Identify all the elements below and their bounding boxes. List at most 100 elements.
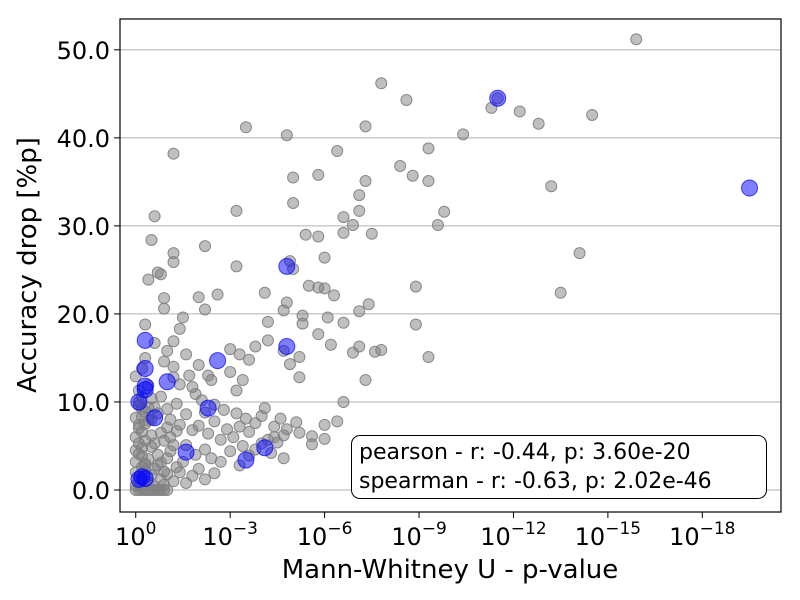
gray-point (312, 168, 325, 181)
gray-point (167, 147, 180, 160)
gray-point (139, 457, 152, 470)
gray-point (198, 303, 211, 316)
gray-point (202, 427, 215, 440)
gray-point (176, 311, 189, 324)
gray-point (230, 260, 243, 273)
gray-point (573, 247, 586, 260)
gray-point (224, 343, 237, 356)
gray-point (192, 358, 205, 371)
gray-point (331, 145, 344, 158)
gray-point (299, 228, 312, 241)
blue-point (158, 373, 176, 391)
gray-point (170, 425, 183, 438)
gray-point (318, 418, 331, 431)
gray-point (346, 219, 359, 232)
gray-point (293, 371, 306, 384)
gray-point (353, 204, 366, 217)
x-tick-label: 10−6 (297, 519, 353, 551)
gray-point (158, 355, 171, 368)
gray-point (261, 334, 274, 347)
gray-point (170, 397, 183, 410)
gray-point (221, 423, 234, 436)
gray-point (224, 445, 237, 458)
gray-point (328, 289, 341, 302)
gray-point (277, 304, 290, 317)
gray-point (230, 407, 243, 420)
gray-point (532, 117, 545, 130)
blue-point (278, 337, 296, 355)
gray-point (167, 439, 180, 452)
gray-point (337, 395, 350, 408)
gray-point (167, 475, 180, 488)
x-tick-label: 10−3 (202, 519, 258, 551)
gray-point (148, 210, 161, 223)
gray-point (318, 282, 331, 295)
gray-point (457, 128, 470, 141)
gray-point (142, 273, 155, 286)
gray-point (173, 466, 186, 479)
gray-point (161, 483, 174, 496)
gray-point (261, 315, 274, 328)
blue-point (489, 89, 507, 107)
x-tick-label: 10−15 (575, 519, 641, 551)
gray-point (136, 441, 149, 454)
y-axis-title: Accuracy drop [%p] (13, 137, 43, 393)
gray-point (337, 316, 350, 329)
gray-point (233, 348, 246, 361)
y-tick-label: 0.0 (72, 477, 110, 505)
y-tick-label: 10.0 (57, 389, 110, 417)
gray-point (158, 292, 171, 305)
gray-point (214, 433, 227, 446)
gray-point (202, 369, 215, 382)
gray-point (139, 318, 152, 331)
gray-point (198, 473, 211, 486)
gray-point (422, 174, 435, 187)
x-tick-label: 10−12 (480, 519, 546, 551)
blue-point (278, 257, 296, 275)
gray-point (167, 255, 180, 268)
gray-point (208, 415, 221, 428)
gray-point (224, 366, 237, 379)
gray-point (318, 432, 331, 445)
gray-point (586, 108, 599, 121)
gray-point (331, 415, 344, 428)
gray-point (173, 378, 186, 391)
gray-point (167, 360, 180, 373)
blue-point (741, 179, 759, 197)
x-tick-label: 10−9 (391, 519, 447, 551)
gray-point (394, 160, 407, 173)
gray-point (324, 338, 337, 351)
gray-point (161, 344, 174, 357)
gray-point (296, 317, 309, 330)
blue-point (209, 352, 227, 370)
pearson-stat: pearson - r: -0.44, p: 3.60e-20 (359, 440, 691, 465)
x-axis-ticks: 100 10−3 10−6 10−9 10−12 10−15 10−18 (115, 512, 736, 551)
gray-point (359, 120, 372, 133)
y-tick-label: 30.0 (57, 213, 110, 241)
gray-point (151, 459, 164, 472)
gray-point (306, 438, 319, 451)
gray-point (346, 346, 359, 359)
gray-point (362, 298, 375, 311)
gray-point (287, 196, 300, 209)
gray-point (192, 291, 205, 304)
gray-point (438, 205, 451, 218)
blue-point (256, 439, 274, 457)
correlation-stats-box: pearson - r: -0.44, p: 3.60e-20 spearman… (351, 435, 767, 499)
blue-point (136, 470, 154, 488)
gray-point (513, 105, 526, 118)
gray-point (337, 211, 350, 224)
gray-point (198, 443, 211, 456)
gray-point (318, 251, 331, 264)
gray-point (431, 219, 444, 232)
gray-point (359, 373, 372, 386)
gray-point (287, 171, 300, 184)
y-axis-ticks: 0.0 10.0 20.0 30.0 40.0 50.0 (57, 37, 120, 505)
gray-point (290, 416, 303, 429)
gray-point (205, 452, 218, 465)
y-tick-label: 20.0 (57, 301, 110, 329)
gray-point (274, 412, 287, 425)
gray-point (255, 410, 268, 423)
gray-point (158, 302, 171, 315)
blue-point (136, 360, 154, 378)
